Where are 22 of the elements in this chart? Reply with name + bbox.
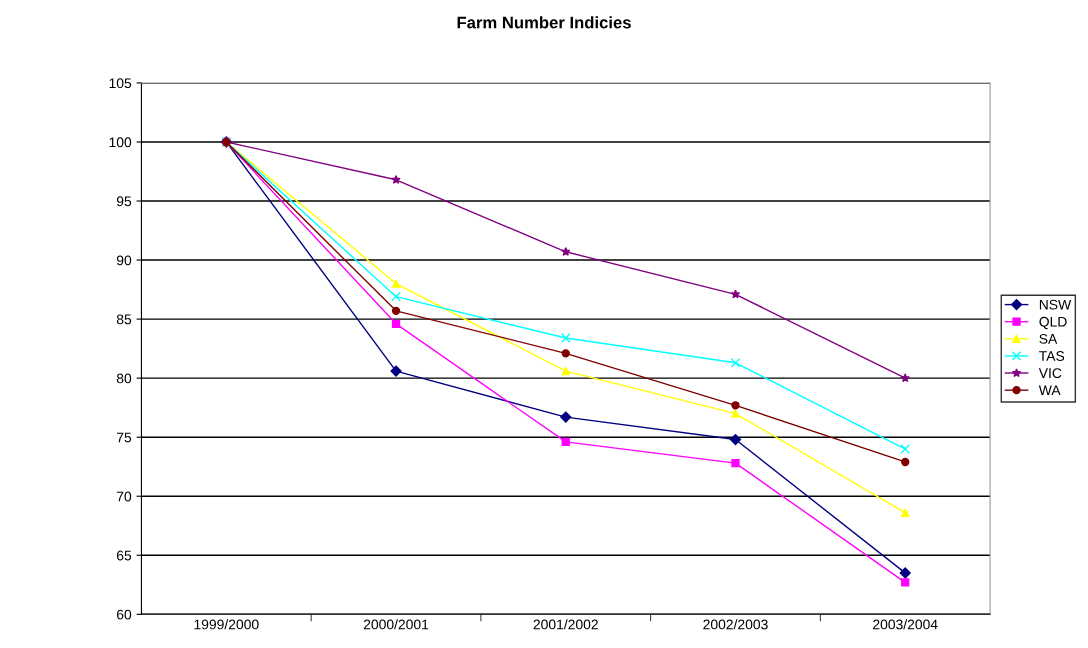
legend-label: TAS <box>1039 351 1065 361</box>
x-tick-label: 1999/2000 <box>194 619 259 630</box>
y-tick-label: 105 <box>109 78 132 89</box>
y-tick-label: 100 <box>109 137 132 148</box>
y-tick-label: 75 <box>116 432 132 443</box>
legend-label: SA <box>1039 333 1058 344</box>
y-tick-label: 80 <box>116 373 132 384</box>
legend-label: VIC <box>1038 368 1062 379</box>
y-tick-label: 90 <box>116 255 132 266</box>
x-tick-label: 2003/2004 <box>873 619 938 630</box>
y-tick-label: 95 <box>116 196 132 207</box>
y-tick-label: 65 <box>116 550 132 561</box>
y-tick-label: 60 <box>116 609 132 620</box>
legend-label: QLD <box>1039 316 1067 330</box>
y-tick-label: 85 <box>116 314 132 325</box>
legend-label: WA <box>1038 385 1061 395</box>
legend-label: NSW <box>1039 299 1072 310</box>
chart-title: Farm Number Indicies <box>457 16 631 29</box>
x-tick-label: 2000/2001 <box>363 619 429 630</box>
x-tick-label: 2001/2002 <box>533 619 598 630</box>
x-tick-label: 2002/2003 <box>703 619 768 630</box>
y-tick-label: 70 <box>116 491 132 502</box>
